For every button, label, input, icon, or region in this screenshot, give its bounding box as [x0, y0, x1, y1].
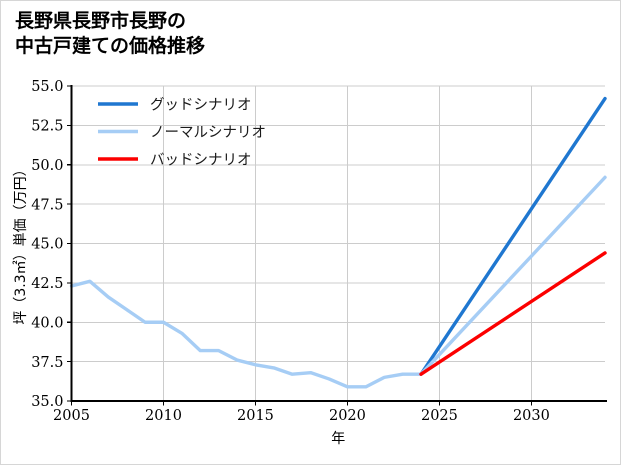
y-tick-label: 47.5 [31, 197, 63, 213]
x-tick-label: 2010 [145, 408, 182, 424]
x-tick-label: 2020 [329, 408, 366, 424]
y-axis-ticks: 35.0 37.5 40.0 42.5 45.0 47.5 50.0 52.5 55.0 [31, 79, 72, 410]
y-axis-label: 坪（3.3㎡）単価（万円） [13, 162, 29, 324]
series-line-グッドシナリオ [419, 96, 607, 376]
x-tick-label: 2015 [237, 408, 274, 424]
legend-label-ノーマルシナリオ: ノーマルシナリオ [150, 125, 266, 141]
y-tick-label: 37.5 [31, 355, 63, 371]
series-line-バッドシナリオ [419, 251, 607, 376]
y-tick-label: 52.5 [31, 119, 63, 135]
page-title: 長野県長野市長野の 中古戸建ての価格推移 [15, 10, 206, 58]
legend-label-バッドシナリオ: バッドシナリオ [150, 152, 252, 168]
y-tick-label: 55.0 [31, 79, 63, 95]
legend-label-グッドシナリオ: グッドシナリオ [150, 96, 252, 113]
x-axis-label: 年 [331, 431, 345, 447]
y-tick-label: 40.0 [31, 315, 63, 331]
chart-series-group [69, 96, 607, 389]
y-tick-label: 42.5 [31, 276, 63, 292]
series-line-ノーマルシナリオ [419, 175, 607, 376]
x-axis-ticks: 2005 2010 2015 2020 2025 2030 [53, 401, 550, 424]
x-tick-label: 2025 [421, 408, 458, 424]
x-tick-label: 2030 [513, 408, 550, 424]
y-tick-label: 35.0 [31, 394, 63, 410]
y-tick-label: 50.0 [31, 158, 63, 174]
y-tick-label: 45.0 [31, 237, 63, 253]
x-tick-label: 2005 [53, 408, 90, 424]
series-line-実績 [69, 279, 423, 389]
